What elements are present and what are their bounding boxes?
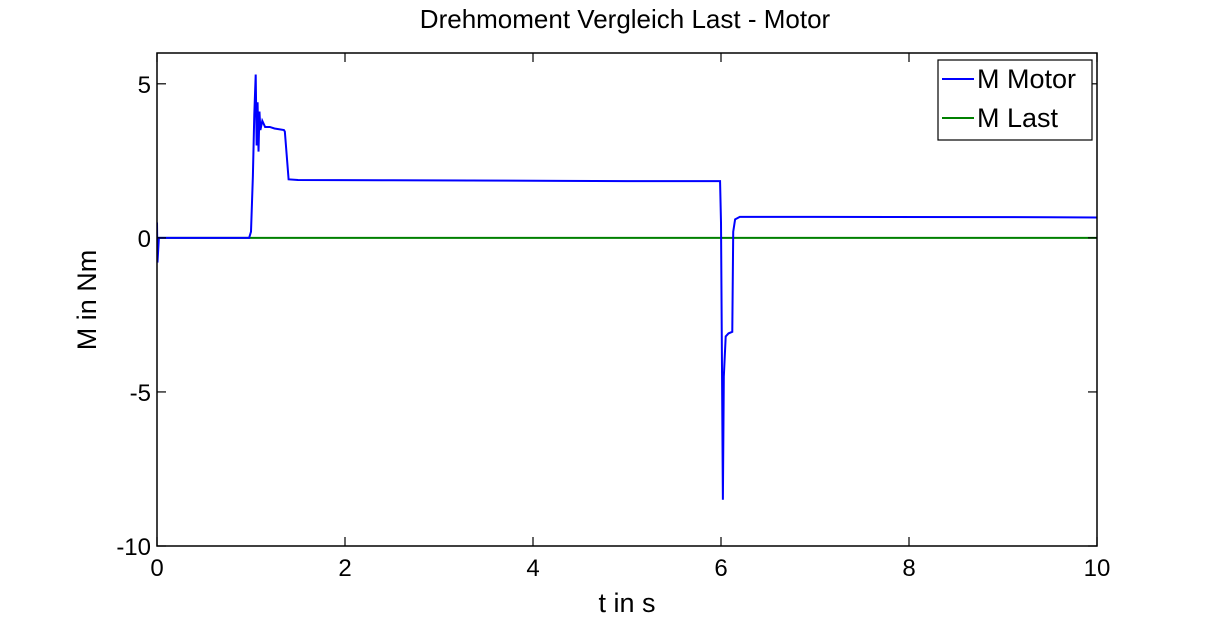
y-tick-label: -5 (130, 380, 151, 407)
ticks-layer: 0 2 4 6 8 10 5 0 -5 -10 (116, 53, 1110, 582)
x-axis-label: t in s (598, 588, 655, 618)
legend-label-m-motor: M Motor (977, 64, 1076, 94)
legend-box (937, 59, 1093, 141)
series-line-m-motor (157, 74, 1097, 500)
y-tick-label: 0 (138, 226, 151, 253)
x-tick-label: 0 (150, 555, 163, 582)
y-axis-label: M in Nm (72, 250, 102, 351)
chart-title: Drehmoment Vergleich Last - Motor (420, 4, 831, 34)
x-tick-label: 4 (526, 555, 539, 582)
x-tick-label: 6 (714, 555, 727, 582)
x-tick-label: 10 (1084, 555, 1111, 582)
plot-frame (156, 52, 1098, 547)
y-tick-label: 5 (138, 72, 151, 99)
y-tick-label: -10 (116, 534, 151, 561)
legend-label-m-last: M Last (977, 103, 1059, 133)
x-tick-label: 2 (338, 555, 351, 582)
x-tick-label: 8 (902, 555, 915, 582)
legend: M Motor M Last (937, 59, 1093, 141)
series-layer (157, 74, 1097, 500)
